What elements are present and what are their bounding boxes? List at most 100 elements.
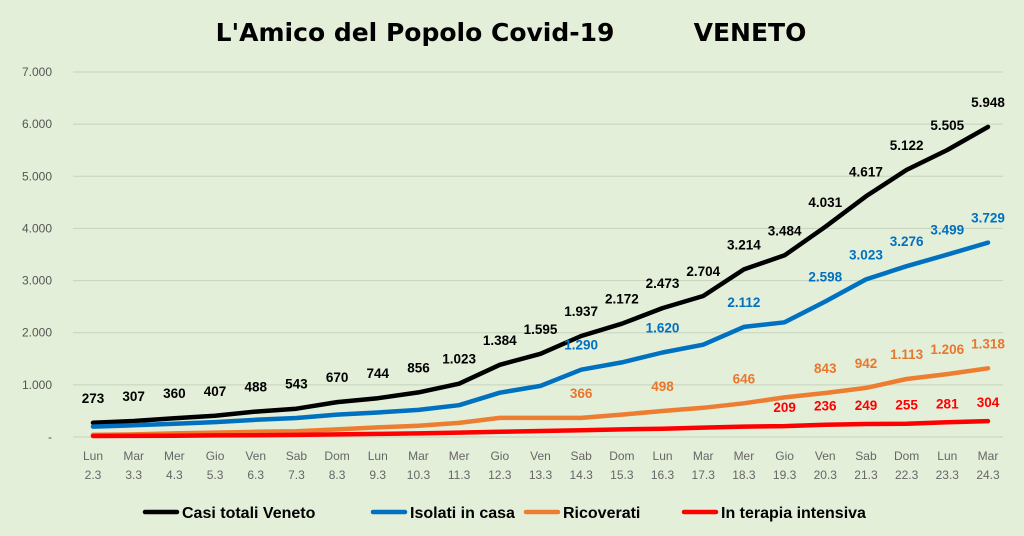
x-tick-label-date: 23.3 — [936, 468, 960, 482]
data-label: 3.484 — [768, 223, 802, 238]
x-tick-label-date: 6.3 — [247, 468, 264, 482]
data-label: 1.023 — [442, 352, 476, 367]
data-label: 1.937 — [564, 304, 598, 319]
data-label: 498 — [651, 379, 674, 394]
chart-region-title: VENETO — [694, 18, 807, 47]
x-tick-label-date: 15.3 — [610, 468, 634, 482]
data-label: 1.595 — [524, 322, 558, 337]
x-tick-label-date: 14.3 — [570, 468, 594, 482]
data-label: 5.948 — [971, 95, 1005, 110]
y-axis: - 1.000 2.000 3.000 4.000 5.000 6.000 7.000 — [22, 65, 52, 444]
x-tick-label-date: 12.3 — [488, 468, 512, 482]
x-tick-label-date: 17.3 — [692, 468, 716, 482]
data-label: 670 — [326, 370, 349, 385]
grid-lines — [73, 71, 1003, 438]
y-tick-label: 3.000 — [22, 274, 52, 288]
x-tick-label-date: 19.3 — [773, 468, 797, 482]
x-tick-label-date: 18.3 — [732, 468, 756, 482]
data-label: 3.276 — [890, 234, 924, 249]
data-label: 273 — [82, 391, 105, 406]
data-label: 3.214 — [727, 237, 761, 252]
x-tick-label-date: 11.3 — [448, 468, 471, 482]
series-lines — [90, 124, 991, 439]
data-label: 488 — [244, 380, 267, 395]
x-tick-label-day: Lun — [83, 449, 103, 463]
data-label: 1.290 — [564, 338, 598, 353]
data-label: 2.172 — [605, 292, 639, 307]
y-tick-label: 6.000 — [22, 117, 52, 131]
y-tick-label: - — [48, 430, 52, 444]
x-tick-label-day: Sab — [855, 449, 877, 463]
x-tick-label-date: 4.3 — [166, 468, 183, 482]
x-tick-label-day: Dom — [609, 449, 634, 463]
x-tick-label-date: 21.3 — [854, 468, 878, 482]
data-label: 5.122 — [890, 138, 924, 153]
x-tick-label-date: 9.3 — [369, 468, 386, 482]
x-tick-label-day: Lun — [368, 449, 388, 463]
data-label: 2.598 — [808, 270, 842, 285]
x-tick-label-date: 16.3 — [651, 468, 675, 482]
x-tick-label-day: Mar — [978, 449, 999, 463]
data-label: 255 — [895, 398, 918, 413]
x-tick-label-day: Gio — [775, 449, 794, 463]
legend: Casi totali Veneto Isolati in casa Ricover… — [142, 505, 866, 522]
data-label: 843 — [814, 361, 837, 376]
x-tick-label-day: Lun — [937, 449, 957, 463]
data-label: 2.473 — [646, 276, 680, 291]
data-label: 744 — [367, 366, 390, 381]
data-label: 3.729 — [971, 211, 1005, 226]
y-tick-label: 1.000 — [22, 378, 52, 392]
data-label: 1.206 — [930, 342, 964, 357]
data-label: 646 — [733, 371, 756, 386]
series-line — [90, 124, 991, 426]
data-label: 2.112 — [727, 295, 760, 310]
x-tick-label-day: Mer — [734, 449, 755, 463]
x-tick-label-day: Sab — [286, 449, 308, 463]
x-tick-label-date: 7.3 — [288, 468, 305, 482]
data-labels: 273 307 360 407 488 543 670 744 856 1.023 1.384 1.5… — [82, 95, 1006, 415]
data-label: 209 — [773, 400, 796, 415]
data-label: 5.505 — [930, 118, 964, 133]
data-label: 407 — [204, 384, 227, 399]
legend-label: Ricoverati — [563, 505, 640, 522]
data-label: 3.023 — [849, 247, 883, 262]
data-label: 4.617 — [849, 164, 883, 179]
data-label: 4.031 — [808, 195, 842, 210]
data-label: 1.384 — [483, 333, 517, 348]
chart-title: L'Amico del Popolo Covid-19 — [216, 18, 615, 47]
data-label: 249 — [855, 398, 878, 413]
series-line — [90, 240, 991, 429]
data-label: 543 — [285, 377, 308, 392]
x-axis: Lun 2.3 Mar 3.3 Mer 4.3 Gio 5.3 Ven 6.3 Sab 7.3 Dom 8… — [83, 449, 1000, 482]
data-label: 2.704 — [686, 264, 720, 279]
series-line — [90, 418, 991, 439]
x-tick-label-date: 2.3 — [85, 468, 102, 482]
data-label: 236 — [814, 399, 837, 414]
data-label: 304 — [977, 395, 1000, 410]
data-label: 1.318 — [971, 336, 1005, 351]
legend-label: In terapia intensiva — [721, 505, 866, 522]
x-tick-label-day: Gio — [206, 449, 225, 463]
x-tick-label-date: 10.3 — [407, 468, 431, 482]
data-label: 942 — [855, 356, 878, 371]
x-tick-label-day: Mar — [123, 449, 144, 463]
x-tick-label-day: Lun — [653, 449, 673, 463]
x-tick-label-date: 3.3 — [125, 468, 142, 482]
y-tick-label: 4.000 — [22, 221, 52, 235]
data-label: 1.620 — [646, 321, 680, 336]
x-tick-label-date: 22.3 — [895, 468, 919, 482]
data-label: 366 — [570, 386, 593, 401]
x-tick-label-day: Sab — [571, 449, 593, 463]
x-tick-label-date: 5.3 — [207, 468, 224, 482]
data-label: 3.499 — [930, 223, 964, 238]
x-tick-label-date: 20.3 — [814, 468, 838, 482]
x-tick-label-day: Ven — [530, 449, 551, 463]
x-tick-label-day: Ven — [245, 449, 266, 463]
x-tick-label-date: 8.3 — [329, 468, 346, 482]
x-tick-label-day: Mer — [164, 449, 185, 463]
data-label: 281 — [936, 396, 959, 411]
data-label: 856 — [407, 360, 430, 375]
y-tick-label: 5.000 — [22, 169, 52, 183]
